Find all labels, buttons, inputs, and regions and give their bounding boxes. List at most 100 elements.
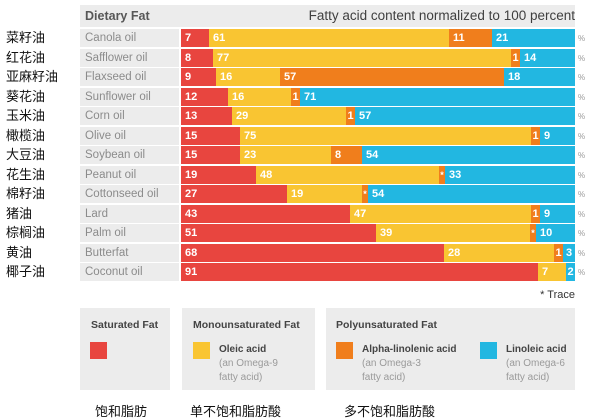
percent-sign: % [578,151,586,160]
percent-sign: % [578,229,586,238]
bar-value-label: 19 [185,168,198,181]
bar-value-label: 15 [185,129,198,142]
bar-segment-linoleic-acid: 33 [445,165,575,184]
bar-segment-alpha-linolenic-acid: 1 [291,87,300,106]
bar-value-label: 1 [292,90,299,103]
bar-segment-oleic-acid: 75 [240,126,531,145]
row-label-zh: 猪油 [6,205,33,221]
row-label: Peanut oil [80,165,179,184]
legend-note-oleic: (an Omega-9 [219,358,278,369]
bar-segment-saturated-fat: 9 [181,68,216,86]
bar-value-label: 1 [532,129,539,142]
bar-segment-oleic-acid: 28 [444,243,554,262]
bar-segment-alpha-linolenic-acid: * [439,165,445,184]
legend-title-saturated: Saturated Fat [91,319,159,331]
bar-segment-linoleic-acid: 9 [540,126,575,145]
bar-value-label: 9 [185,71,192,83]
chart-header: Dietary Fat Fatty acid content normalize… [80,5,575,27]
bar-value-label: 15 [185,149,198,161]
row-label-zh: 大豆油 [6,147,46,162]
bar-value-label: 1 [532,207,539,220]
row-label-zh: 橄榄油 [6,127,46,143]
percent-sign: % [578,131,586,141]
bar-segment-linoleic-acid: 71 [300,87,575,106]
bar-value-label: 77 [217,51,230,64]
bar-segment-linoleic-acid: 9 [540,204,575,223]
bar-segment-saturated-fat: 13 [181,107,232,125]
bar-value-label: 9 [544,207,551,220]
bar-value-label: 13 [185,110,198,122]
bar-value-label: 54 [366,149,379,161]
percent-sign: % [578,34,586,43]
legend-label-zh-monounsaturated: 单不饱和脂肪酸 [190,404,282,419]
row-label-zh: 玉米油 [6,108,46,123]
bar-value-label: 7 [542,266,549,278]
legend-item-linoleic: Linoleic acid [506,344,567,355]
swatch-oleic [193,342,210,359]
bar-value-label: 61 [213,32,226,44]
bar-segment-saturated-fat: 12 [181,87,228,106]
trace-marker: * [440,169,444,180]
bar-segment-oleic-acid: 19 [287,185,362,203]
bar-value-label: 14 [524,51,537,64]
bar-value-label: 75 [244,129,257,142]
swatch-linoleic [480,342,497,359]
bar-segment-alpha-linolenic-acid: 11 [449,29,492,47]
bar-value-label: 18 [508,71,521,83]
percent-sign: % [578,170,586,180]
legend-item-alpha-linolenic: Alpha-linolenic acid [362,344,457,355]
row-label: Butterfat [80,243,179,262]
legend-saturated: Saturated Fat [80,308,170,390]
bar-value-label: 28 [448,246,461,259]
bar-segment-oleic-acid: 16 [228,87,291,106]
bar-value-label: 91 [185,266,198,278]
bar-segment-saturated-fat: 15 [181,126,240,145]
bar-segment-saturated-fat: 43 [181,204,350,223]
bar-value-label: 57 [284,71,297,83]
row-label: Coconut oil [80,263,179,281]
bar-value-label: 1 [512,51,519,64]
legend-note-linoleic: (an Omega-6 [506,358,565,369]
row-label-zh: 菜籽油 [6,30,46,45]
percent-sign: % [578,190,586,199]
trace-marker: * [363,189,367,199]
bar-segment-oleic-acid: 48 [256,165,439,184]
bar-value-label: 27 [185,188,198,200]
bar-segment-linoleic-acid: 57 [355,107,575,125]
bar-segment-linoleic-acid: 10 [536,224,575,242]
row-label-zh: 棉籽油 [6,186,46,201]
bar-segment-linoleic-acid: 18 [504,68,575,86]
bar-segment-saturated-fat: 27 [181,185,287,203]
row-label: Olive oil [80,126,179,145]
legend-title-polyunsaturated: Polyunsaturated Fat [336,319,437,331]
chart-title: Fatty acid content normalized to 100 per… [308,8,575,23]
bar-segment-alpha-linolenic-acid: 1 [346,107,355,125]
bar-value-label: 12 [185,90,198,103]
legend-label-zh-saturated: 饱和脂肪 [95,404,148,419]
row-label: Lard [80,204,179,223]
row-label-zh: 棕榈油 [6,225,46,240]
category-header: Dietary Fat [85,9,150,23]
bar-segment-alpha-linolenic-acid: 1 [531,126,540,145]
row-label-zh: 黄油 [6,244,33,260]
bar-segment-oleic-acid: 39 [376,224,530,242]
row-label-zh: 葵花油 [6,88,46,104]
bar-segment-alpha-linolenic-acid: * [530,224,536,242]
bar-value-label: 7 [185,32,192,44]
row-label: Sunflower oil [80,87,179,106]
bar-segment-linoleic-acid: 3 [563,243,575,262]
bar-value-label: 9 [544,129,551,142]
bar-segment-alpha-linolenic-acid: 1 [511,48,520,67]
bar-segment-alpha-linolenic-acid: 1 [554,243,563,262]
row-label: Soybean oil [80,146,179,164]
bar-segment-alpha-linolenic-acid: 1 [531,204,540,223]
legend-note-alpha-linolenic: (an Omega-3 [362,358,421,369]
percent-sign: % [578,209,586,219]
bar-segment-alpha-linolenic-acid: 8 [331,146,362,164]
bar-segment-linoleic-acid: 2 [566,263,575,281]
bar-value-label: 71 [304,90,317,103]
bar-value-label: 29 [236,110,249,122]
bar-segment-saturated-fat: 15 [181,146,240,164]
bar-segment-linoleic-acid: 21 [492,29,575,47]
bar-segment-saturated-fat: 51 [181,224,376,242]
